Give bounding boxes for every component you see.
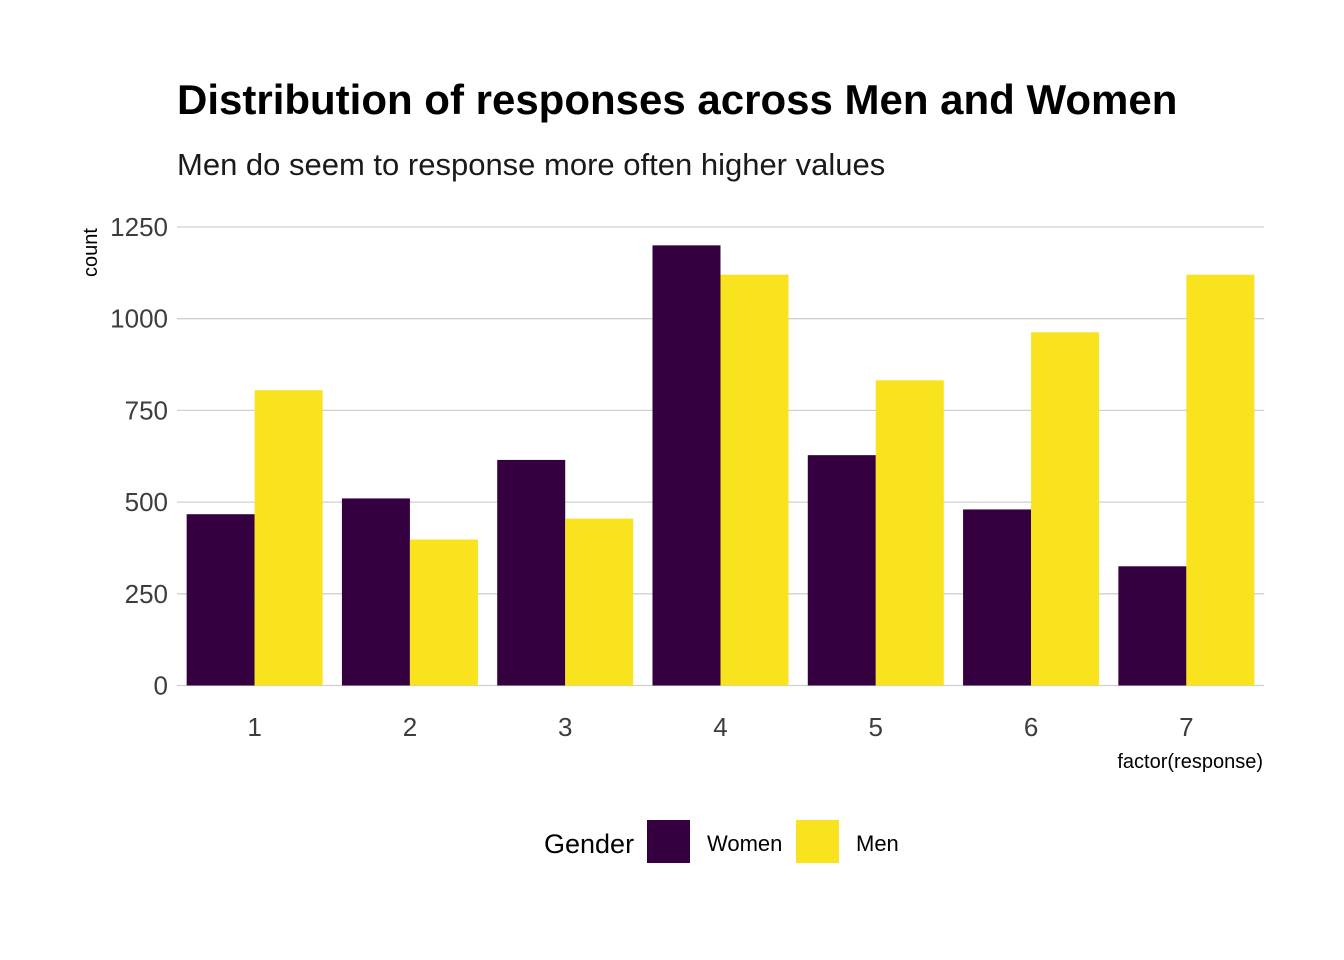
legend-key-men [796, 820, 839, 863]
legend-title: Gender [544, 829, 634, 859]
y-tick-label: 250 [125, 579, 168, 609]
x-tick-label: 6 [1024, 712, 1038, 742]
y-tick-label: 1000 [110, 304, 168, 334]
bar-women-3 [497, 459, 566, 686]
x-tick-label: 3 [558, 712, 572, 742]
bar-women-4 [652, 245, 721, 686]
bar-women-1 [186, 514, 255, 686]
legend-label-men: Men [856, 831, 899, 856]
legend: Gender Women Men [544, 820, 899, 863]
bar-men-4 [720, 274, 789, 686]
y-tick-label: 750 [125, 395, 168, 425]
legend-key-women [647, 820, 690, 863]
bar-men-1 [254, 390, 323, 686]
bar-women-5 [807, 455, 876, 686]
x-axis-title: factor(response) [1117, 751, 1263, 773]
bar-women-7 [1118, 566, 1187, 686]
x-tick-label: 2 [403, 712, 417, 742]
x-tick-label: 4 [713, 712, 727, 742]
bar-men-6 [1031, 332, 1100, 686]
bar-men-5 [875, 380, 944, 686]
bar-men-7 [1186, 274, 1255, 686]
bar-women-2 [341, 498, 410, 686]
y-tick-label: 0 [154, 671, 168, 701]
bar-men-3 [565, 518, 634, 686]
legend-label-women: Women [707, 831, 782, 856]
chart-title: Distribution of responses across Men and… [177, 76, 1177, 123]
y-tick-label: 1250 [110, 212, 168, 242]
y-tick-label: 500 [125, 487, 168, 517]
y-axis-ticks: 0 250 500 750 1000 1250 [110, 212, 168, 701]
y-axis-title: count [80, 228, 102, 277]
x-axis-ticks: 1 2 3 4 5 6 7 [247, 712, 1193, 742]
bar-women-6 [963, 509, 1032, 686]
x-tick-label: 7 [1179, 712, 1193, 742]
chart-subtitle: Men do seem to response more often highe… [177, 147, 885, 182]
x-tick-label: 1 [247, 712, 261, 742]
x-tick-label: 5 [869, 712, 883, 742]
bar-men-2 [409, 539, 478, 686]
bars [186, 245, 1255, 686]
